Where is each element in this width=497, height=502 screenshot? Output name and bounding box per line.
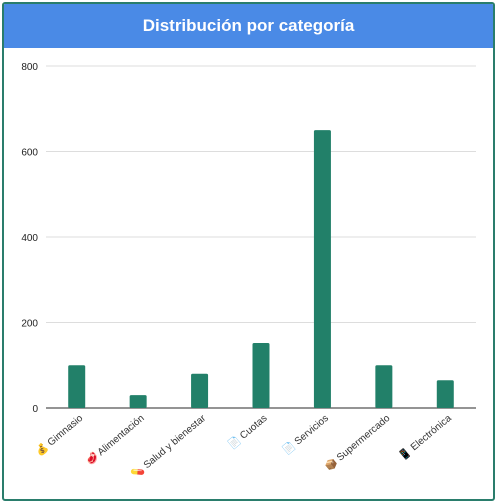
bar[interactable] — [436, 380, 454, 408]
x-tick-label: 🥩 Alimentación — [83, 411, 146, 467]
category-label: 📄 Servicios — [280, 411, 331, 457]
x-tick-label: 📄 Servicios — [280, 411, 331, 457]
chart-title: Distribución por categoría — [142, 16, 355, 35]
category-label: 📦 Supermercado — [322, 411, 393, 473]
bar[interactable] — [313, 130, 331, 408]
y-tick-label: 0 — [32, 404, 38, 415]
x-tick-label: 📱 Electrónica — [396, 411, 454, 463]
y-tick-label: 400 — [21, 233, 38, 244]
x-tick-label: 💰 Gimnasio — [33, 411, 86, 458]
y-tick-label: 200 — [21, 319, 38, 330]
chart-header: Distribución por categoría — [4, 4, 493, 48]
category-label: 🥩 Alimentación — [83, 411, 146, 467]
category-label: 📱 Electrónica — [396, 411, 454, 463]
x-tick-label: 📄 Cuotas — [225, 411, 269, 451]
bar[interactable] — [68, 365, 86, 408]
y-tick-label: 600 — [21, 148, 38, 159]
bar[interactable] — [129, 395, 147, 408]
category-label: 📄 Cuotas — [225, 411, 269, 451]
category-label: 💰 Gimnasio — [33, 411, 86, 458]
y-tick-label: 800 — [21, 62, 38, 73]
bar[interactable] — [252, 343, 270, 408]
bar[interactable] — [375, 365, 393, 408]
x-tick-label: 📦 Supermercado — [322, 411, 393, 473]
bar[interactable] — [191, 373, 209, 408]
